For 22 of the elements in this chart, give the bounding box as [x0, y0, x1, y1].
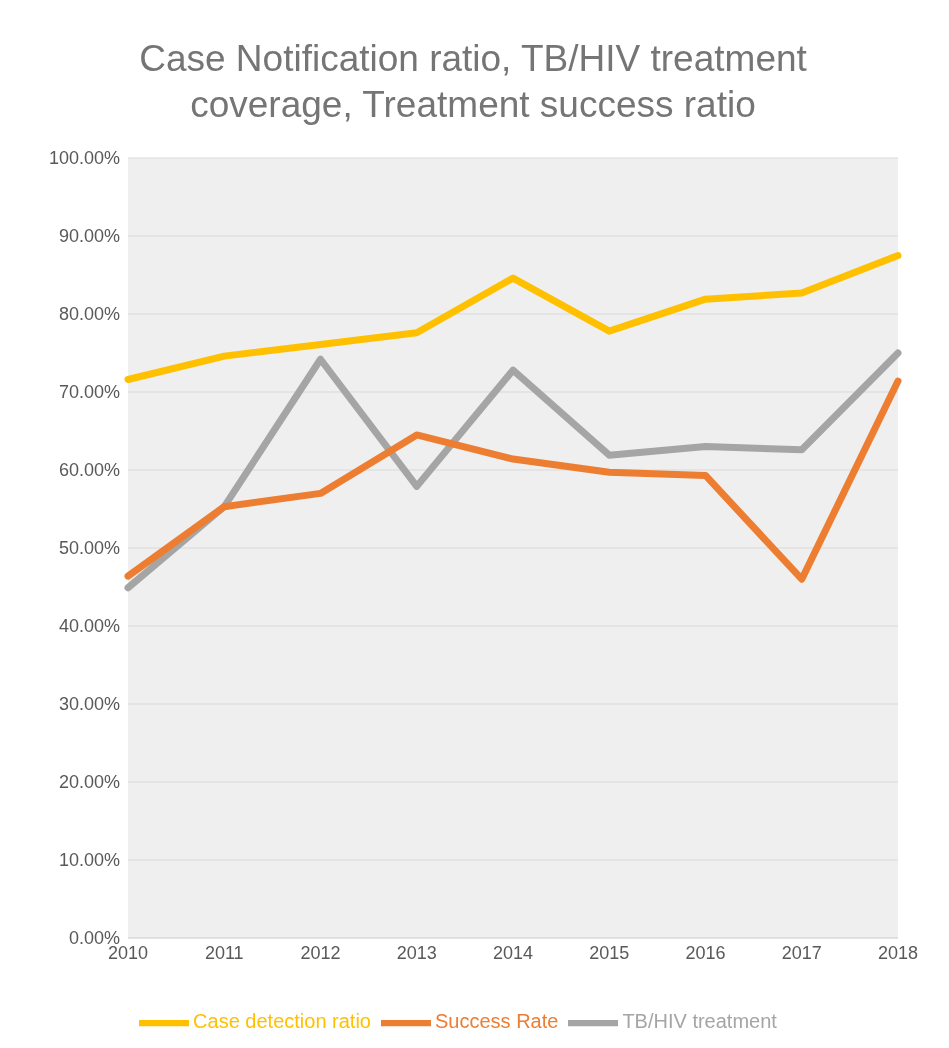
y-tick-label: 40.00%: [58, 616, 120, 637]
x-tick-label: 2015: [589, 942, 630, 963]
x-tick-label: 2013: [396, 942, 437, 963]
y-tick-label: 100.00%: [48, 148, 120, 169]
y-tick-label: 20.00%: [58, 772, 120, 793]
y-tick-label: 90.00%: [58, 226, 120, 247]
y-tick-label: 30.00%: [58, 694, 120, 715]
legend-label: Success Rate: [435, 1010, 559, 1033]
x-tick-label: 2011: [204, 942, 244, 963]
y-tick-label: 70.00%: [58, 382, 120, 403]
x-tick-label: 2016: [685, 942, 726, 963]
legend-label: Case detection ratio: [193, 1010, 371, 1033]
y-tick-label: 60.00%: [58, 460, 120, 481]
x-tick-label: 2012: [300, 942, 341, 963]
chart-title: Case Notification ratio, TB/HIV treatment coverage, Treatment success ratio: [138, 37, 808, 127]
y-tick-label: 10.00%: [58, 850, 120, 871]
legend-label: TB/HIV treatment: [622, 1010, 777, 1033]
x-tick-label: 2017: [781, 942, 822, 963]
y-tick-label: 50.00%: [58, 538, 120, 559]
x-tick-label: 2014: [492, 942, 534, 963]
x-tick-label: 2018: [877, 942, 919, 963]
y-tick-label: 80.00%: [58, 304, 120, 325]
